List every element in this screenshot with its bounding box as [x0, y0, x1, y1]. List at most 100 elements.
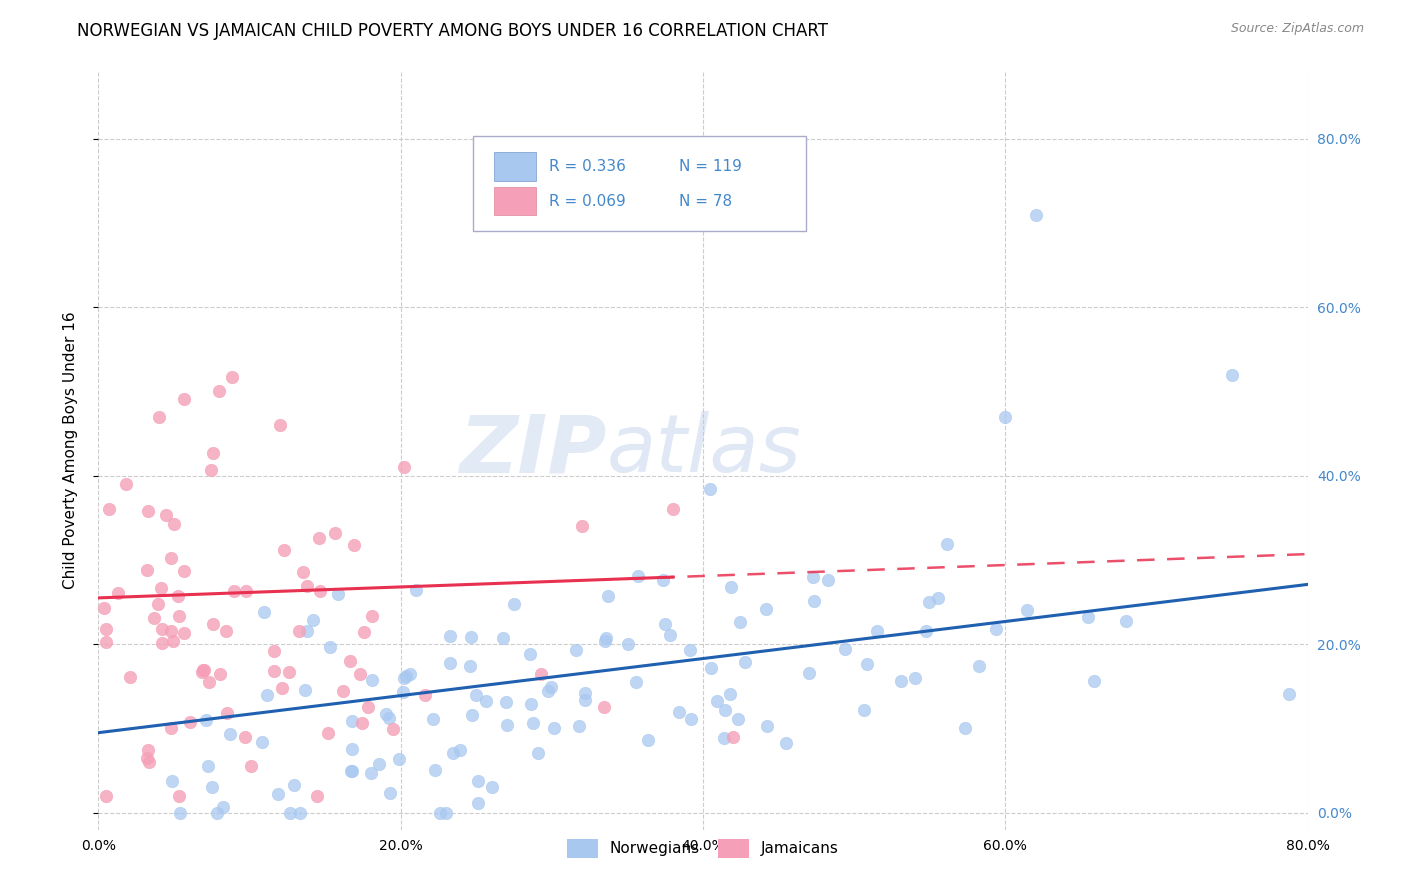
Point: [94, 634, 117, 648]
Point: [730, 615, 752, 630]
Point: [439, 656, 461, 670]
Point: [681, 712, 703, 726]
Point: [734, 655, 756, 669]
Point: [1278, 687, 1301, 701]
Point: [595, 632, 617, 646]
Point: [356, 700, 378, 714]
Point: [890, 673, 912, 688]
Point: [936, 537, 959, 551]
Point: [449, 743, 471, 757]
Point: [801, 570, 824, 584]
Point: [295, 624, 318, 639]
Point: [194, 713, 217, 727]
Text: ZIP: ZIP: [458, 411, 606, 490]
Point: [593, 700, 616, 714]
Text: NORWEGIAN VS JAMAICAN CHILD POVERTY AMONG BOYS UNDER 16 CORRELATION CHART: NORWEGIAN VS JAMAICAN CHILD POVERTY AMON…: [77, 22, 828, 40]
Point: [150, 622, 173, 636]
Point: [143, 610, 166, 624]
Y-axis label: Child Poverty Among Boys Under 16: Child Poverty Among Boys Under 16: [63, 311, 77, 590]
Point: [492, 632, 515, 646]
Point: [394, 671, 416, 685]
Point: [250, 734, 273, 748]
Point: [222, 584, 245, 599]
Point: [193, 663, 215, 677]
Point: [208, 666, 231, 681]
Point: [197, 759, 219, 773]
Point: [706, 694, 728, 708]
Point: [339, 654, 361, 668]
Point: [904, 671, 927, 685]
Point: [295, 579, 318, 593]
Point: [700, 661, 723, 675]
Point: [97, 502, 120, 516]
Point: [149, 581, 172, 595]
Point: [202, 446, 225, 460]
Point: [915, 624, 938, 639]
Point: [422, 712, 444, 726]
Point: [543, 721, 565, 735]
Point: [984, 623, 1007, 637]
Text: N = 119: N = 119: [679, 160, 742, 175]
Point: [388, 752, 411, 766]
Point: [215, 706, 238, 721]
Point: [439, 629, 461, 643]
Point: [148, 409, 170, 424]
Point: [221, 370, 243, 384]
Point: [834, 642, 856, 657]
Point: [460, 658, 482, 673]
Point: [167, 608, 190, 623]
Point: [301, 613, 323, 627]
Point: [263, 664, 285, 678]
Point: [797, 665, 820, 680]
Point: [624, 675, 647, 690]
Point: [380, 786, 402, 800]
Point: [360, 765, 382, 780]
Point: [163, 516, 186, 531]
Point: [1015, 603, 1038, 617]
Point: [537, 683, 560, 698]
Point: [391, 685, 413, 699]
Point: [263, 644, 285, 658]
Point: [727, 712, 749, 726]
Text: R = 0.336: R = 0.336: [550, 160, 626, 175]
Point: [467, 796, 489, 810]
Point: [193, 663, 215, 677]
Point: [481, 780, 503, 795]
Point: [167, 789, 190, 803]
Point: [273, 542, 295, 557]
Point: [211, 800, 233, 814]
Point: [755, 719, 778, 733]
Point: [565, 643, 588, 657]
Point: [530, 667, 553, 681]
Point: [288, 624, 311, 639]
Point: [526, 746, 548, 760]
Text: R = 0.069: R = 0.069: [550, 194, 626, 209]
Point: [326, 587, 349, 601]
Point: [94, 789, 117, 803]
Point: [953, 722, 976, 736]
Point: [723, 730, 745, 744]
Point: [714, 703, 737, 717]
Point: [294, 682, 316, 697]
Point: [377, 711, 399, 725]
Point: [283, 778, 305, 792]
Point: [340, 764, 363, 779]
Point: [198, 675, 221, 690]
Point: [340, 764, 363, 778]
Point: [148, 597, 170, 611]
Point: [627, 568, 650, 582]
Point: [278, 665, 301, 680]
Point: [651, 573, 673, 587]
Point: [1220, 368, 1243, 382]
Point: [368, 757, 391, 772]
Point: [266, 787, 288, 801]
Point: [540, 680, 562, 694]
Point: [520, 697, 543, 711]
Point: [917, 594, 939, 608]
Point: [269, 418, 291, 433]
Point: [668, 705, 690, 719]
Point: [233, 730, 256, 744]
Point: [720, 580, 742, 594]
Point: [465, 688, 488, 702]
Point: [755, 602, 778, 616]
